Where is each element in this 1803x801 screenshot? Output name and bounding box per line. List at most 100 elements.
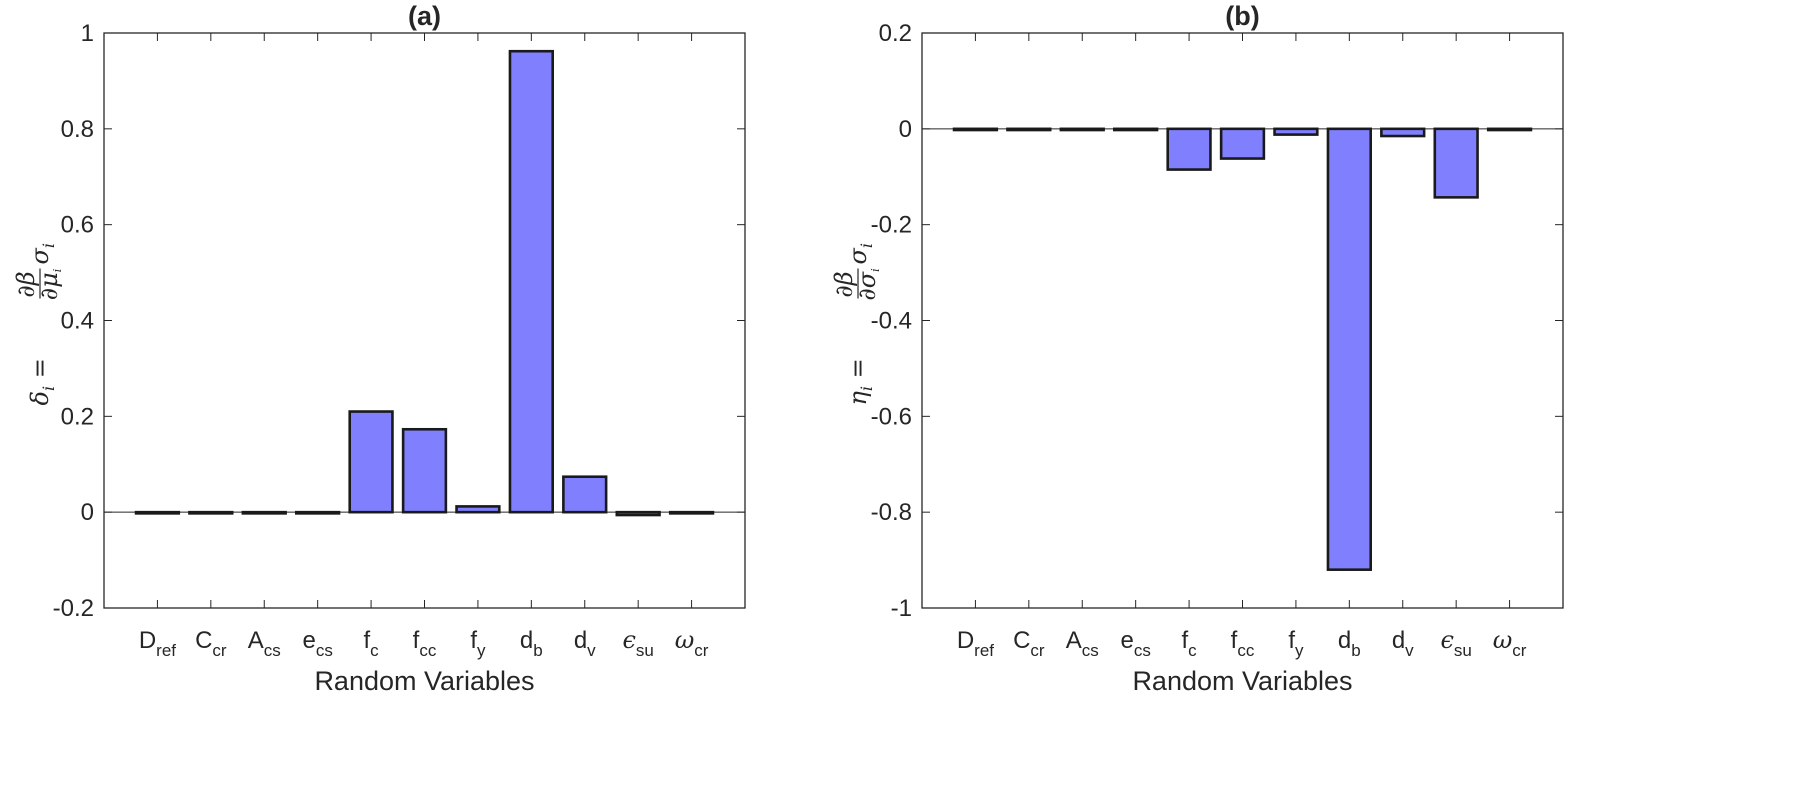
xtick-label-sub: cs <box>1082 641 1099 660</box>
xtick-label: dv <box>1392 627 1414 660</box>
ytick-label: 1 <box>81 20 94 47</box>
ylabel-frac-num: ∂β <box>12 271 40 297</box>
bar-dv <box>562 475 608 514</box>
xtick-label-sub: su <box>636 641 654 660</box>
xtick-label: Ccr <box>195 627 227 660</box>
ylabel-lhs: η <box>844 391 872 406</box>
ylabel-rhs-main: σ <box>844 248 872 265</box>
xtick-label: fcc <box>1231 627 1255 660</box>
xtick-label: Acs <box>1066 627 1099 660</box>
xtick-label: fcc <box>413 627 437 660</box>
axes-box <box>921 32 1564 609</box>
xtick-label: ωcr <box>675 626 709 660</box>
ytick-label: 0 <box>899 116 912 143</box>
bar-ecs <box>1113 127 1159 132</box>
ytick-label: 0.2 <box>879 20 912 47</box>
xtick-label: Ccr <box>1013 627 1045 660</box>
xtick-label: dv <box>574 627 596 660</box>
bar-Acs <box>241 510 287 515</box>
bar-Dref <box>134 510 181 515</box>
bar-fcc <box>1219 127 1266 160</box>
xtick-label-sub: ref <box>974 641 994 660</box>
xtick-label: ϵsu <box>622 626 653 660</box>
bar-fy <box>455 505 501 514</box>
xtick-label-sub: v <box>587 641 596 660</box>
ylabel-rhs-sub: i <box>39 243 58 248</box>
xtick-label: Dref <box>957 627 994 660</box>
xtick-label-sub: cr <box>694 641 709 660</box>
xtick-label-base: e <box>1120 627 1133 654</box>
ylabel-rhs: σi <box>844 243 876 265</box>
bar-fc <box>1166 127 1212 171</box>
xtick-label-sub: cr <box>212 641 227 660</box>
xtick-label: fc <box>363 627 379 660</box>
ytick-label: 0.4 <box>61 308 94 335</box>
bar-ωcr <box>1486 127 1533 132</box>
xtick-label-sub: v <box>1405 641 1414 660</box>
xtick-label-base: e <box>302 627 315 654</box>
xtick-label-base: C <box>195 627 212 654</box>
bar-db <box>508 49 555 514</box>
ylabel-frac-num: ∂β <box>830 271 858 297</box>
bar-fcc <box>401 427 448 514</box>
xtick-label: fc <box>1181 627 1197 660</box>
ytick-label: -0.2 <box>871 212 912 239</box>
bar-db <box>1326 127 1373 571</box>
ylabel-rhs-sub: i <box>857 243 876 248</box>
bar-fc <box>348 410 394 514</box>
xtick-label-sub: y <box>1295 641 1304 660</box>
ylabel-lhs-sub: i <box>857 386 876 391</box>
bar-ϵsu <box>1433 127 1479 199</box>
xtick-label-sub: b <box>533 641 542 660</box>
xtick-label-base: f <box>1288 627 1295 654</box>
xtick-label-base: ϵ <box>1440 626 1453 654</box>
xtick-label-sub: c <box>1188 641 1197 660</box>
ytick-label: 0 <box>81 499 94 526</box>
xtick-label: fy <box>1288 627 1304 660</box>
xtick-label-sub: b <box>1351 641 1360 660</box>
bar-Acs <box>1059 127 1105 132</box>
bar-Dref <box>952 127 999 132</box>
ylabel-rhs-main: σ <box>26 248 54 265</box>
xtick-label: db <box>1338 627 1361 660</box>
xtick-label-base: D <box>957 627 974 654</box>
ytick-label: 0.6 <box>61 212 94 239</box>
xtick-label: Acs <box>248 627 281 660</box>
xtick-label: ecs <box>302 627 332 660</box>
ylabel-lhs-sub: i <box>39 386 58 391</box>
bar-Ccr <box>188 510 234 515</box>
bar-fy <box>1273 127 1319 136</box>
xtick-label-base: A <box>1066 627 1082 654</box>
bar-ecs <box>294 510 341 515</box>
xtick-label-sub: cs <box>1134 641 1151 660</box>
ylabel-rhs: σi <box>26 243 58 265</box>
xtick-label-base: A <box>248 627 264 654</box>
x-axis-label: Random Variables <box>314 666 534 696</box>
xtick-label-base: ϵ <box>622 626 635 654</box>
bar-ϵsu <box>615 510 661 517</box>
xtick-label-base: d <box>1338 627 1351 654</box>
ylabel-frac-den: ∂σi <box>853 268 882 300</box>
xtick-label-sub: cc <box>419 641 437 660</box>
ytick-label: -0.2 <box>53 595 94 622</box>
x-axis-label: Random Variables <box>1132 666 1352 696</box>
ytick-label: -0.8 <box>871 499 912 526</box>
xtick-label-sub: c <box>370 641 379 660</box>
ylabel-eq: = <box>844 358 872 386</box>
xtick-label: db <box>520 627 543 660</box>
xtick-label-base: f <box>1231 627 1238 654</box>
bar-ωcr <box>668 510 715 515</box>
xtick-label-base: f <box>363 627 370 654</box>
xtick-label-sub: su <box>1454 641 1472 660</box>
ytick-label: -0.4 <box>871 308 912 335</box>
xtick-label: ωcr <box>1493 626 1527 660</box>
y-axis-label-lhs: δi = <box>26 358 58 405</box>
ylabel-frac-den-main: ∂σ <box>853 271 881 300</box>
ylabel-lhs: δ <box>26 391 54 405</box>
ytick-label: 0.8 <box>61 116 94 143</box>
ylabel-frac-den-sub: i <box>869 268 882 272</box>
ylabel-eq: = <box>26 358 54 386</box>
